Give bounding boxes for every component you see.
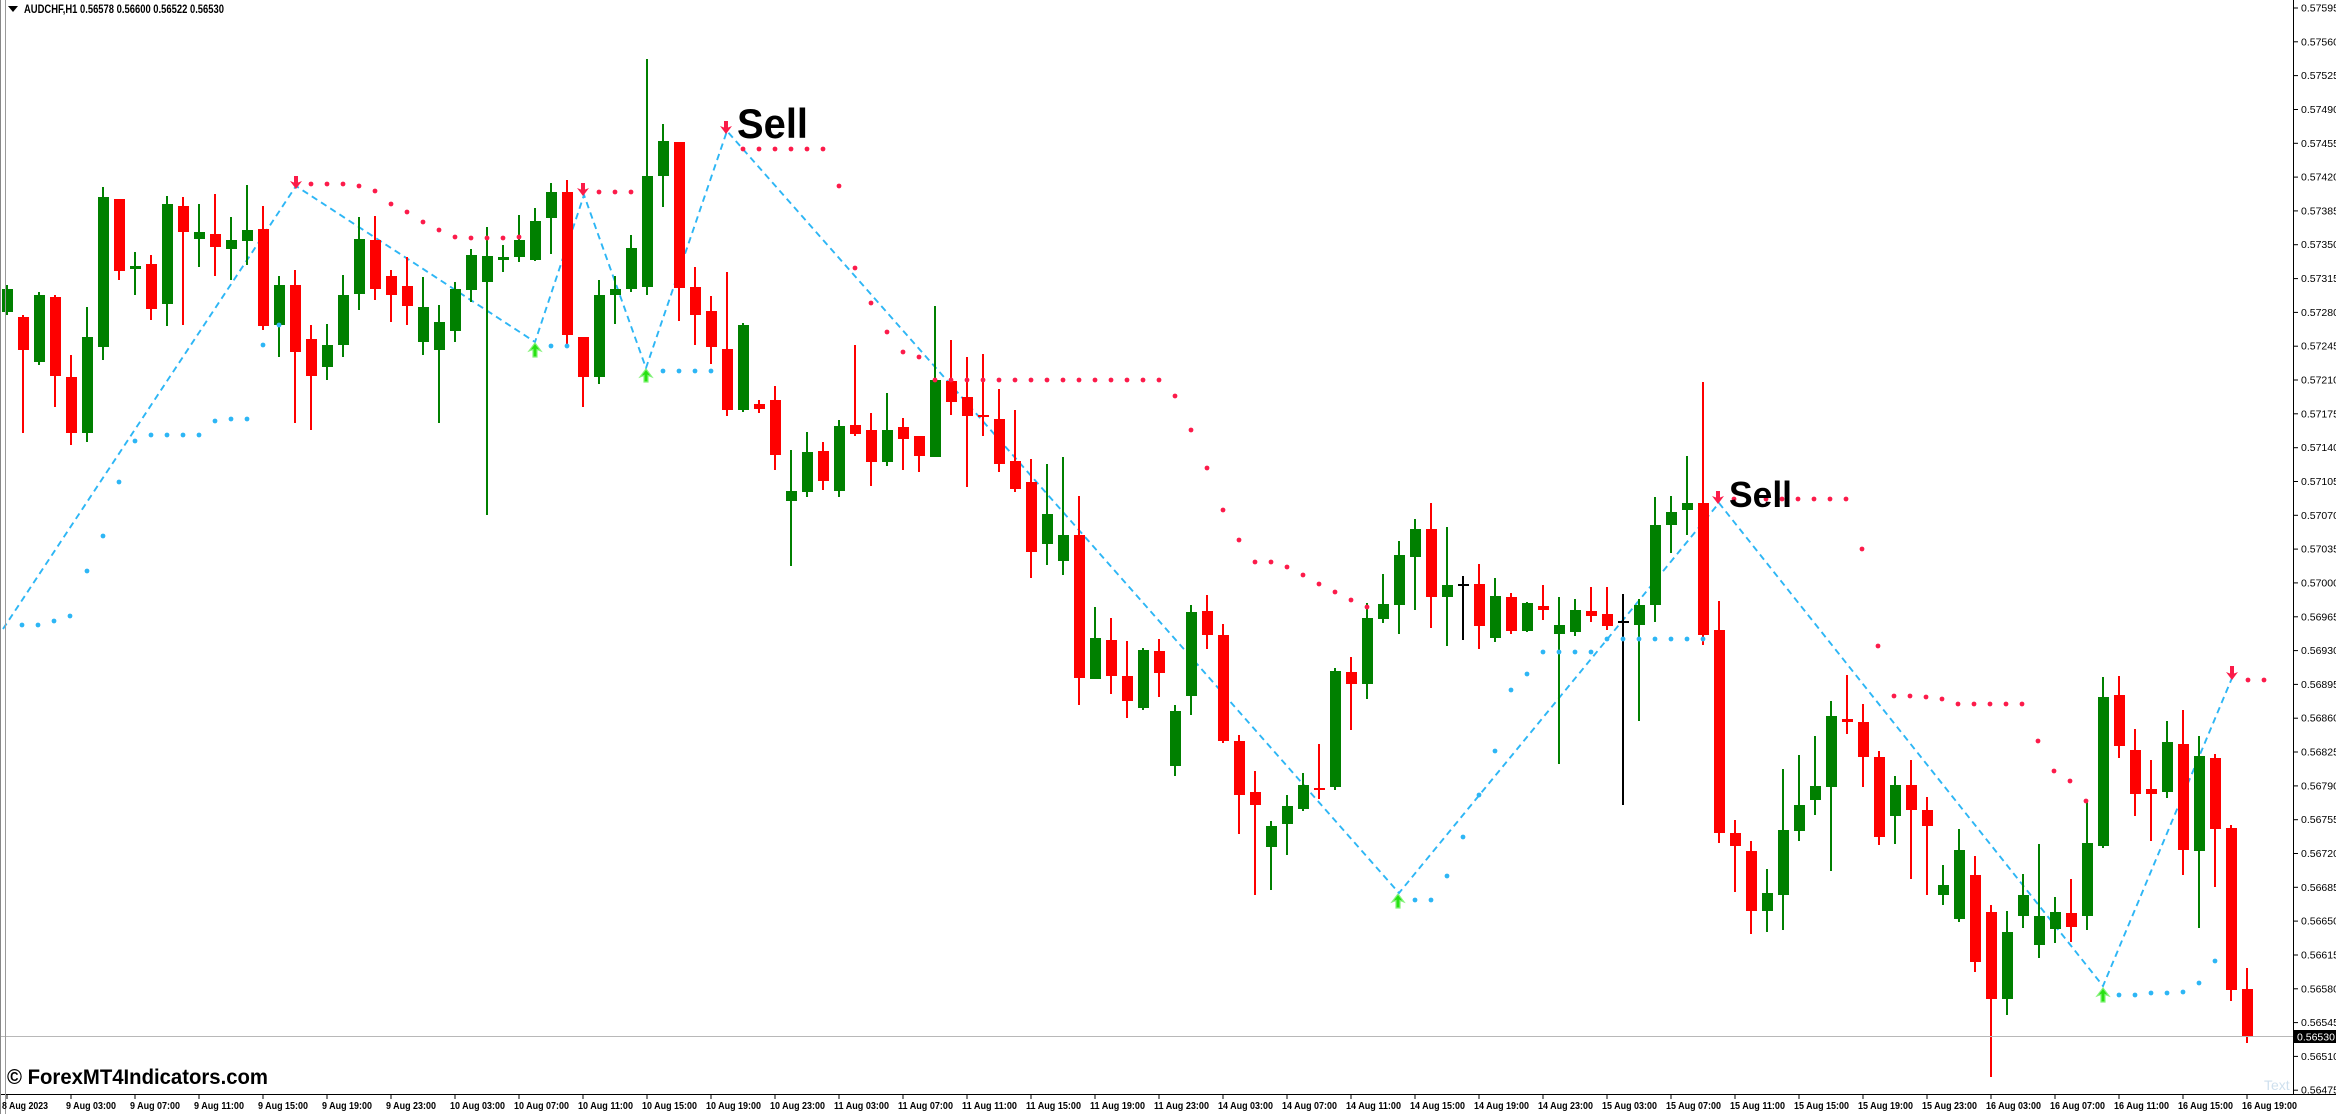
svg-text:10 Aug 07:00: 10 Aug 07:00 [514,1100,569,1112]
svg-text:0.56685: 0.56685 [2301,882,2336,894]
svg-text:16 Aug 19:00: 16 Aug 19:00 [2242,1100,2297,1112]
svg-text:0.56650: 0.56650 [2301,916,2336,928]
svg-text:0.56930: 0.56930 [2301,645,2336,657]
svg-text:0.57035: 0.57035 [2301,544,2336,556]
svg-text:0.57595: 0.57595 [2301,3,2336,15]
svg-text:0.57490: 0.57490 [2301,104,2336,116]
svg-text:© ForexMT4Indicators.com: © ForexMT4Indicators.com [7,1065,268,1089]
svg-text:9 Aug 03:00: 9 Aug 03:00 [66,1100,116,1112]
svg-text:14 Aug 19:00: 14 Aug 19:00 [1474,1100,1529,1112]
svg-text:0.56965: 0.56965 [2301,611,2336,623]
svg-text:10 Aug 19:00: 10 Aug 19:00 [706,1100,761,1112]
svg-text:9 Aug 07:00: 9 Aug 07:00 [130,1100,180,1112]
svg-text:0.56895: 0.56895 [2301,679,2336,691]
svg-text:0.57315: 0.57315 [2301,273,2336,285]
svg-text:0.56825: 0.56825 [2301,747,2336,759]
svg-text:9 Aug 15:00: 9 Aug 15:00 [258,1100,308,1112]
svg-text:15 Aug 15:00: 15 Aug 15:00 [1794,1100,1849,1112]
svg-text:11 Aug 03:00: 11 Aug 03:00 [834,1100,889,1112]
svg-text:14 Aug 15:00: 14 Aug 15:00 [1410,1100,1465,1112]
svg-text:0.56580: 0.56580 [2301,983,2336,995]
svg-text:0.57280: 0.57280 [2301,307,2336,319]
svg-text:0.56615: 0.56615 [2301,950,2336,962]
svg-text:10 Aug 15:00: 10 Aug 15:00 [642,1100,697,1112]
svg-text:10 Aug 11:00: 10 Aug 11:00 [578,1100,633,1112]
svg-text:14 Aug 23:00: 14 Aug 23:00 [1538,1100,1593,1112]
svg-text:AUDCHF,H1 0.56578 0.56600 0.5: AUDCHF,H1 0.56578 0.56600 0.56522 0.5653… [24,2,224,16]
svg-text:0.57105: 0.57105 [2301,476,2336,488]
svg-text:11 Aug 07:00: 11 Aug 07:00 [898,1100,953,1112]
svg-text:14 Aug 07:00: 14 Aug 07:00 [1282,1100,1337,1112]
svg-text:15 Aug 03:00: 15 Aug 03:00 [1602,1100,1657,1112]
svg-text:0.56860: 0.56860 [2301,713,2336,725]
svg-text:0.56790: 0.56790 [2301,780,2336,792]
svg-text:Text: Text [2264,1077,2290,1093]
svg-text:10 Aug 23:00: 10 Aug 23:00 [770,1100,825,1112]
svg-text:0.56545: 0.56545 [2301,1017,2336,1029]
svg-text:15 Aug 11:00: 15 Aug 11:00 [1730,1100,1785,1112]
svg-text:11 Aug 19:00: 11 Aug 19:00 [1090,1100,1145,1112]
svg-text:0.57560: 0.57560 [2301,36,2336,48]
svg-text:14 Aug 03:00: 14 Aug 03:00 [1218,1100,1273,1112]
svg-text:Sell: Sell [737,100,808,147]
svg-text:9 Aug 23:00: 9 Aug 23:00 [386,1100,436,1112]
svg-text:16 Aug 11:00: 16 Aug 11:00 [2114,1100,2169,1112]
svg-text:0.56510: 0.56510 [2301,1051,2336,1063]
svg-text:0.57455: 0.57455 [2301,138,2336,150]
svg-text:15 Aug 19:00: 15 Aug 19:00 [1858,1100,1913,1112]
svg-text:0.56755: 0.56755 [2301,814,2336,826]
svg-text:0.57385: 0.57385 [2301,205,2336,217]
svg-text:10 Aug 03:00: 10 Aug 03:00 [450,1100,505,1112]
svg-text:0.57000: 0.57000 [2301,577,2336,589]
svg-text:9 Aug 11:00: 9 Aug 11:00 [194,1100,244,1112]
svg-text:0.57525: 0.57525 [2301,70,2336,82]
svg-text:8 Aug 2023: 8 Aug 2023 [2,1100,48,1112]
svg-text:0.56530: 0.56530 [2297,1032,2335,1044]
svg-text:11 Aug 23:00: 11 Aug 23:00 [1154,1100,1209,1112]
svg-text:0.56475: 0.56475 [2301,1085,2336,1097]
svg-text:14 Aug 11:00: 14 Aug 11:00 [1346,1100,1401,1112]
svg-text:15 Aug 07:00: 15 Aug 07:00 [1666,1100,1721,1112]
svg-text:16 Aug 03:00: 16 Aug 03:00 [1986,1100,2041,1112]
svg-text:16 Aug 15:00: 16 Aug 15:00 [2178,1100,2233,1112]
svg-text:0.56720: 0.56720 [2301,848,2336,860]
svg-text:0.57210: 0.57210 [2301,375,2336,387]
svg-text:0.57245: 0.57245 [2301,341,2336,353]
svg-text:11 Aug 15:00: 11 Aug 15:00 [1026,1100,1081,1112]
svg-text:Sell: Sell [1729,474,1792,515]
svg-text:0.57350: 0.57350 [2301,239,2336,251]
svg-text:16 Aug 07:00: 16 Aug 07:00 [2050,1100,2105,1112]
svg-text:15 Aug 23:00: 15 Aug 23:00 [1922,1100,1977,1112]
svg-text:0.57140: 0.57140 [2301,442,2336,454]
svg-text:9 Aug 19:00: 9 Aug 19:00 [322,1100,372,1112]
svg-text:0.57420: 0.57420 [2301,172,2336,184]
svg-text:11 Aug 11:00: 11 Aug 11:00 [962,1100,1017,1112]
svg-text:0.57070: 0.57070 [2301,510,2336,522]
svg-text:0.57175: 0.57175 [2301,408,2336,420]
